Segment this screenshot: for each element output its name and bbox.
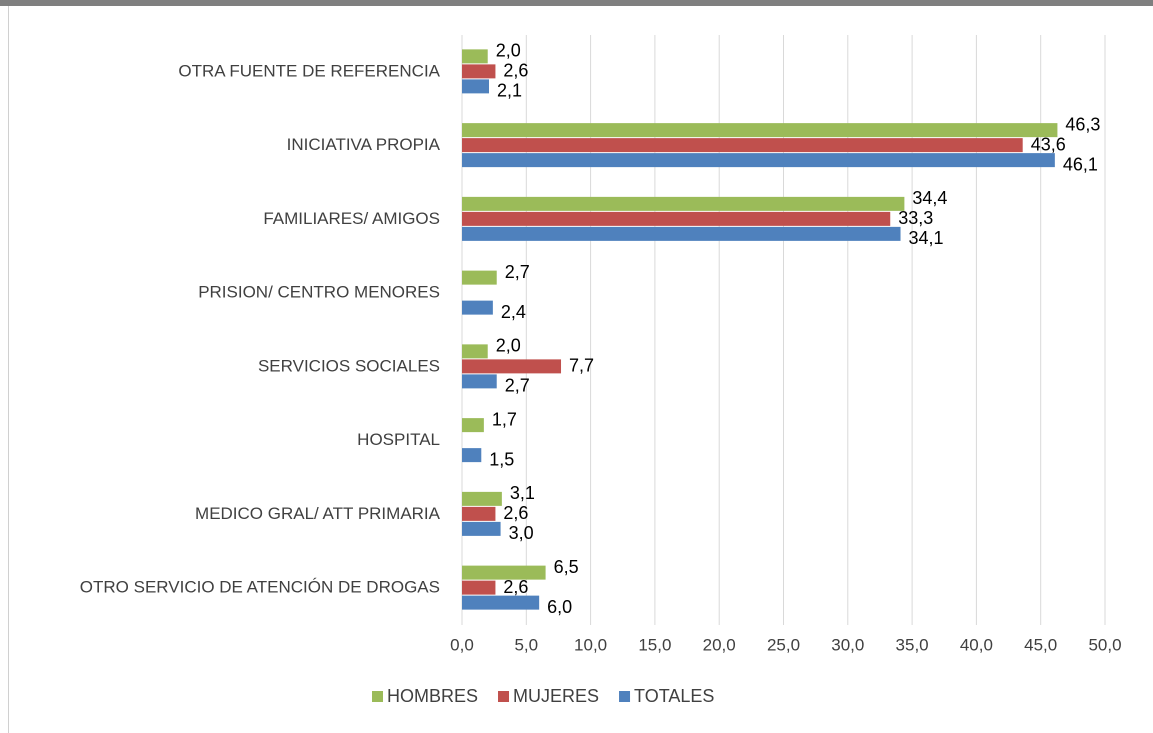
data-label: 2,6 <box>503 577 528 597</box>
data-label: 7,7 <box>569 356 594 376</box>
data-label: 33,3 <box>898 208 933 228</box>
data-label: 6,5 <box>554 557 579 577</box>
data-label: 2,0 <box>496 336 521 356</box>
data-label: 1,5 <box>489 449 514 469</box>
bar <box>462 448 482 463</box>
bar <box>462 491 502 506</box>
x-tick-label: 30,0 <box>831 635 864 654</box>
bar <box>462 374 497 389</box>
bar <box>462 595 540 610</box>
x-tick-label: 45,0 <box>1024 635 1057 654</box>
bar <box>462 211 891 226</box>
category-label: HOSPITAL <box>357 430 440 449</box>
bar <box>462 359 562 374</box>
data-label: 46,3 <box>1065 114 1100 134</box>
x-tick-label: 35,0 <box>896 635 929 654</box>
bar <box>462 123 1058 138</box>
data-label: 43,6 <box>1031 134 1066 154</box>
data-label: 2,4 <box>501 302 526 322</box>
bar <box>462 580 496 595</box>
data-label: 2,0 <box>496 41 521 61</box>
bar <box>462 418 484 433</box>
category-label: PRISION/ CENTRO MENORES <box>198 283 440 302</box>
bar <box>462 138 1023 153</box>
data-label: 2,6 <box>503 61 528 81</box>
data-label: 2,1 <box>497 81 522 101</box>
bar <box>462 196 905 211</box>
x-tick-label: 25,0 <box>767 635 800 654</box>
data-label: 46,1 <box>1063 154 1098 174</box>
bar <box>462 506 496 521</box>
bar <box>462 521 501 536</box>
bar <box>462 64 496 79</box>
category-label: MEDICO GRAL/ ATT PRIMARIA <box>195 504 441 523</box>
x-tick-label: 5,0 <box>514 635 538 654</box>
data-label: 2,6 <box>503 503 528 523</box>
category-label: FAMILIARES/ AMIGOS <box>263 209 440 228</box>
bar <box>462 300 493 315</box>
x-tick-label: 20,0 <box>703 635 736 654</box>
bar <box>462 79 490 94</box>
x-tick-label: 50,0 <box>1088 635 1121 654</box>
data-label: 1,7 <box>492 409 517 429</box>
legend-swatch <box>372 691 383 702</box>
data-label: 34,1 <box>909 228 944 248</box>
category-label: OTRA FUENTE DE REFERENCIA <box>178 61 440 80</box>
category-label: SERVICIOS SOCIALES <box>258 356 440 375</box>
data-label: 34,4 <box>912 188 947 208</box>
legend-swatch <box>619 691 631 702</box>
top-border <box>0 0 1153 6</box>
bar <box>462 153 1055 168</box>
category-label: OTRO SERVICIO DE ATENCIÓN DE DROGAS <box>80 578 440 597</box>
data-label: 2,7 <box>505 262 530 282</box>
legend-label: HOMBRES <box>387 686 478 706</box>
x-tick-label: 40,0 <box>960 635 993 654</box>
legend-label: MUJERES <box>513 686 599 706</box>
data-label: 6,0 <box>547 597 572 617</box>
data-label: 3,1 <box>510 483 535 503</box>
legend-label: TOTALES <box>634 686 714 706</box>
data-label: 3,0 <box>509 523 534 543</box>
bar <box>462 226 901 241</box>
legend-swatch <box>498 691 510 702</box>
x-tick-label: 15,0 <box>638 635 671 654</box>
data-label: 2,7 <box>505 376 530 396</box>
bar <box>462 49 488 64</box>
x-tick-label: 0,0 <box>450 635 474 654</box>
bar <box>462 270 497 285</box>
bar <box>462 565 546 580</box>
bar <box>462 344 488 359</box>
category-label: INICIATIVA PROPIA <box>287 135 441 154</box>
x-tick-label: 10,0 <box>574 635 607 654</box>
